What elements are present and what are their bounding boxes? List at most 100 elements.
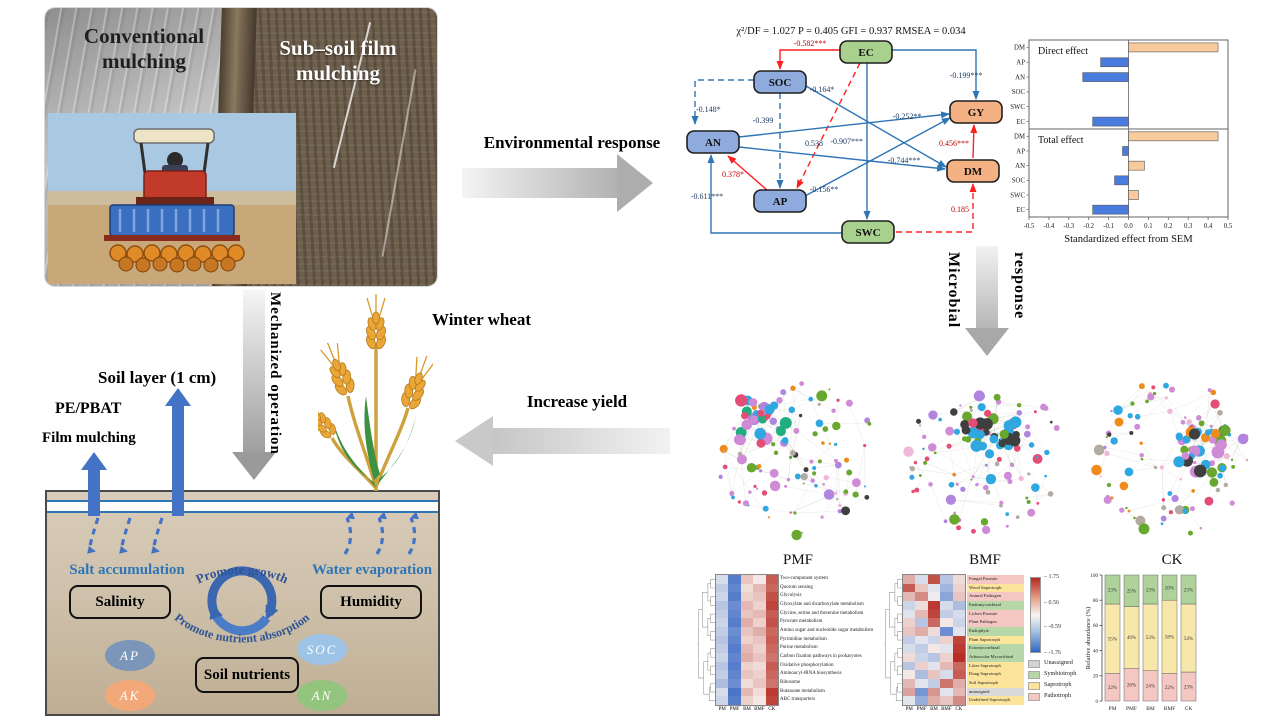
heatmap-cell xyxy=(903,583,916,593)
network-node xyxy=(1199,526,1203,530)
network-node xyxy=(1151,385,1156,390)
heatmap-row-label: Glycolysis xyxy=(780,593,802,599)
network-node xyxy=(973,390,985,402)
heatmap-cell xyxy=(765,670,778,679)
network-node xyxy=(742,500,749,507)
heatmap-cell xyxy=(952,600,965,610)
network-node xyxy=(1033,410,1037,414)
network-node xyxy=(1182,435,1191,444)
network-node xyxy=(1053,424,1060,431)
network-node xyxy=(945,494,957,505)
heatmap-cell xyxy=(915,670,928,679)
heatmap-cell xyxy=(728,696,741,705)
network-node xyxy=(1003,471,1012,480)
network-node xyxy=(799,381,805,386)
film-mulching-label: Film mulching xyxy=(42,430,136,446)
increase-yield-label: Increase yield xyxy=(526,392,628,411)
heatmap-cell xyxy=(765,678,778,688)
heatmap-cell xyxy=(915,635,928,645)
heatmap-cell xyxy=(728,652,741,662)
heatmap-col-label: BMF xyxy=(754,707,765,713)
heatmap-cell xyxy=(716,670,729,679)
network-node xyxy=(863,485,867,488)
heatmap-cell xyxy=(753,575,766,584)
sem-coefficient: -0.744*** xyxy=(888,156,921,165)
network-node xyxy=(822,426,829,432)
heatmap-cell xyxy=(753,635,766,645)
effect-bar-direct-EC xyxy=(1092,116,1129,127)
funguild-legend: Unassigned Symbiotroph Saprotroph Pathotrop… xyxy=(1028,659,1088,705)
network-node xyxy=(999,429,1009,439)
network-node xyxy=(1026,499,1031,504)
network-node xyxy=(1189,506,1195,512)
heatmap-cell xyxy=(765,644,778,653)
svg-text:0: 0 xyxy=(1096,700,1099,705)
svg-text:SOC: SOC xyxy=(1012,89,1026,96)
heatmap-cell xyxy=(765,635,778,645)
network-node xyxy=(1047,491,1054,497)
sem-coefficient: 0.456*** xyxy=(939,139,969,148)
network-node xyxy=(759,469,763,473)
heatmap-cell xyxy=(927,670,941,679)
heatmap-cell xyxy=(740,575,754,584)
heatmap-cell xyxy=(716,652,729,662)
heatmap-cell xyxy=(927,678,941,688)
network-node xyxy=(779,416,792,429)
svg-text:23%: 23% xyxy=(1146,588,1155,593)
heatmap-cell xyxy=(915,609,928,619)
network-node xyxy=(959,404,962,407)
network-node xyxy=(943,519,948,524)
network-node xyxy=(808,396,814,402)
heatmap-cell xyxy=(740,583,754,593)
network-node xyxy=(789,455,793,459)
svg-text:SWC: SWC xyxy=(1010,104,1025,111)
sem-coefficient: -0.156** xyxy=(810,185,839,194)
network-node xyxy=(718,474,723,479)
network-node xyxy=(798,413,803,418)
heatmap-cell xyxy=(903,661,916,671)
svg-text:55%: 55% xyxy=(1108,637,1117,642)
heatmap-cell xyxy=(765,626,778,636)
heatmap-cell xyxy=(740,644,754,653)
network-node xyxy=(1127,413,1133,419)
network-node xyxy=(984,449,995,459)
network-node xyxy=(1182,508,1189,514)
heatmap-cell xyxy=(940,618,953,627)
network-node xyxy=(1223,482,1229,488)
heatmap-cell xyxy=(716,609,729,619)
network-node xyxy=(748,490,752,494)
network-CK: CK xyxy=(1084,370,1260,578)
heatmap-cell xyxy=(765,661,778,671)
heatmap-cell xyxy=(903,618,916,627)
legend-label: Unassigned xyxy=(1044,659,1073,666)
heatmap-row-label: Plant Saprotroph xyxy=(967,635,1024,645)
network-node xyxy=(911,489,915,494)
network-node xyxy=(975,482,979,487)
heatmap-cell xyxy=(940,670,953,679)
network-node xyxy=(999,500,1004,505)
network-node xyxy=(838,503,842,508)
network-node xyxy=(1015,515,1020,520)
nutrient-bubble-soc: SOC xyxy=(297,634,347,665)
network-node xyxy=(794,473,801,480)
network-node xyxy=(834,458,838,463)
svg-text:0.5: 0.5 xyxy=(1224,223,1233,230)
heatmap-cell xyxy=(740,696,754,705)
legend-label: Pathotroph xyxy=(1044,692,1072,699)
heatmap-cell xyxy=(927,626,941,636)
effect-bar-direct-DM xyxy=(1128,42,1219,53)
network-node xyxy=(846,469,853,476)
network-node xyxy=(810,478,815,483)
network-node xyxy=(971,475,975,479)
network-node xyxy=(736,454,747,465)
heatmap-col-label: CK xyxy=(768,707,776,713)
network-node xyxy=(802,482,805,485)
network-node xyxy=(1113,405,1123,415)
network-node xyxy=(1025,496,1029,500)
heatmap-cell xyxy=(952,661,965,671)
heatmap-cell xyxy=(716,600,729,610)
nutrient-bubble-ap: AP xyxy=(105,640,155,671)
network-node xyxy=(1187,530,1193,536)
svg-text:20: 20 xyxy=(1093,675,1099,680)
heatmap-cell xyxy=(952,687,965,697)
